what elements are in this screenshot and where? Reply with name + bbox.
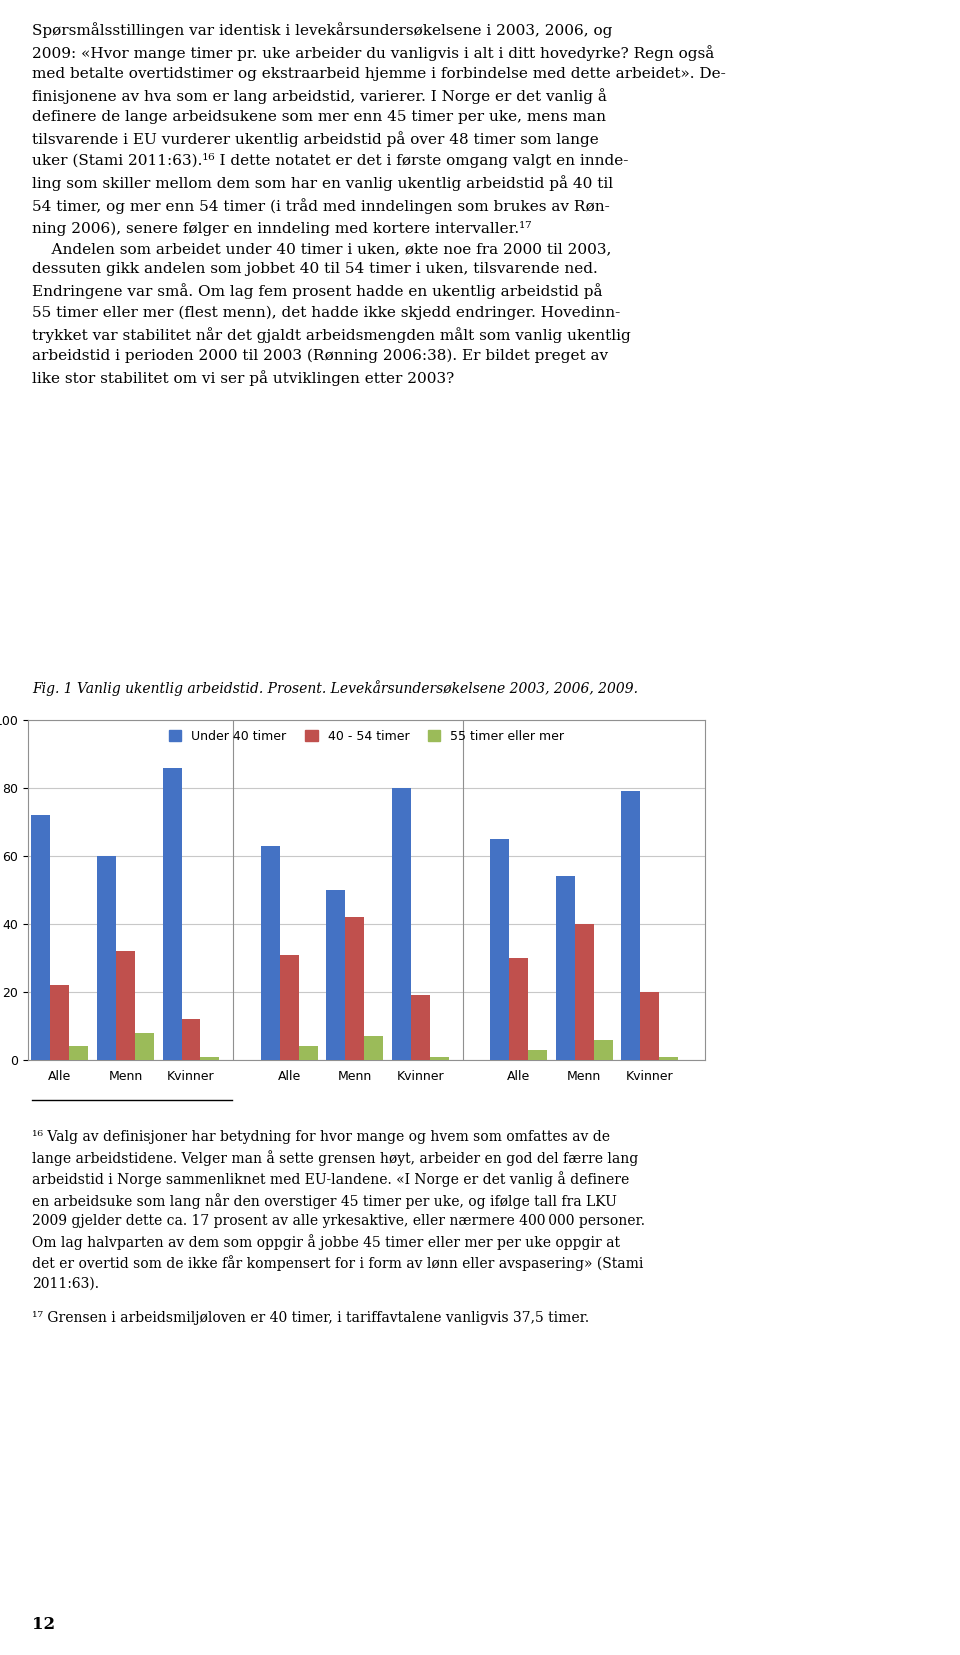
Bar bbox=[51, 985, 69, 1059]
Bar bbox=[411, 995, 430, 1059]
Bar bbox=[116, 952, 135, 1059]
Bar bbox=[261, 846, 279, 1059]
Bar bbox=[392, 788, 411, 1059]
Bar bbox=[556, 877, 575, 1059]
Bar bbox=[299, 1046, 318, 1059]
Bar bbox=[162, 768, 181, 1059]
Bar bbox=[181, 1019, 201, 1059]
Bar bbox=[660, 1056, 679, 1059]
Bar bbox=[528, 1049, 547, 1059]
Text: 12: 12 bbox=[32, 1615, 55, 1633]
Text: ¹⁶ Valg av definisjoner har betydning for hvor mange og hvem som omfattes av de
: ¹⁶ Valg av definisjoner har betydning fo… bbox=[32, 1130, 645, 1291]
Bar bbox=[69, 1046, 88, 1059]
Bar bbox=[97, 856, 116, 1059]
Text: Spørsmålsstillingen var identisk i levekårsundersøkelsene i 2003, 2006, og
2009:: Spørsmålsstillingen var identisk i levek… bbox=[32, 22, 726, 386]
Bar bbox=[326, 890, 346, 1059]
Bar bbox=[430, 1056, 449, 1059]
Legend: Under 40 timer, 40 - 54 timer, 55 timer eller mer: Under 40 timer, 40 - 54 timer, 55 timer … bbox=[165, 727, 568, 746]
Bar bbox=[621, 791, 640, 1059]
Bar bbox=[593, 1039, 612, 1059]
Bar bbox=[346, 917, 365, 1059]
Bar bbox=[135, 1033, 154, 1059]
Bar bbox=[32, 816, 51, 1059]
Bar bbox=[279, 955, 299, 1059]
Text: ¹⁷ Grensen i arbeidsmiljøloven er 40 timer, i tariffavtalene vanligvis 37,5 time: ¹⁷ Grensen i arbeidsmiljøloven er 40 tim… bbox=[32, 1311, 589, 1326]
Bar bbox=[575, 923, 593, 1059]
Bar bbox=[491, 839, 509, 1059]
Bar bbox=[201, 1056, 220, 1059]
Bar bbox=[509, 958, 528, 1059]
Text: Fig. 1 Vanlig ukentlig arbeidstid. Prosent. Levekårsundersøkelsene 2003, 2006, 2: Fig. 1 Vanlig ukentlig arbeidstid. Prose… bbox=[32, 680, 638, 695]
Bar bbox=[365, 1036, 383, 1059]
Bar bbox=[640, 991, 660, 1059]
